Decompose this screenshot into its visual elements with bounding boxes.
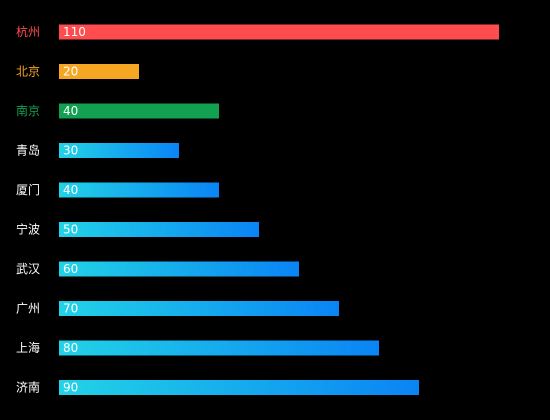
category-label: 济南	[16, 380, 40, 395]
category-label: 南京	[16, 103, 40, 118]
value-label: 70	[63, 302, 78, 316]
category-label: 宁波	[16, 222, 40, 237]
bar	[59, 24, 499, 40]
bar	[59, 261, 299, 277]
category-label: 厦门	[16, 182, 40, 197]
bar	[59, 340, 379, 356]
bar	[59, 103, 219, 119]
category-label: 杭州	[16, 24, 40, 39]
category-label: 北京	[16, 65, 40, 79]
value-label: 110	[63, 25, 86, 39]
value-label: 80	[63, 341, 78, 355]
value-label: 40	[63, 104, 78, 118]
category-label: 上海	[16, 340, 40, 355]
value-label: 50	[63, 223, 78, 237]
value-label: 90	[63, 381, 78, 395]
value-label: 20	[63, 65, 78, 79]
bar	[59, 380, 419, 395]
category-label: 青岛	[16, 143, 40, 158]
value-label: 30	[63, 144, 78, 158]
category-label: 广州	[16, 302, 40, 316]
bar	[59, 143, 179, 158]
category-label: 武汉	[16, 262, 40, 276]
value-label: 40	[63, 183, 78, 197]
value-label: 60	[63, 262, 78, 276]
bar	[59, 301, 339, 316]
bar	[59, 64, 139, 79]
bars-layer: 杭州 110 北京 20 南京 40 青岛 30 厦门 40 宁波 50 武汉 60 广州 70 上海 80 济南 9…	[16, 24, 499, 395]
bar	[59, 182, 219, 198]
bar	[59, 222, 259, 237]
